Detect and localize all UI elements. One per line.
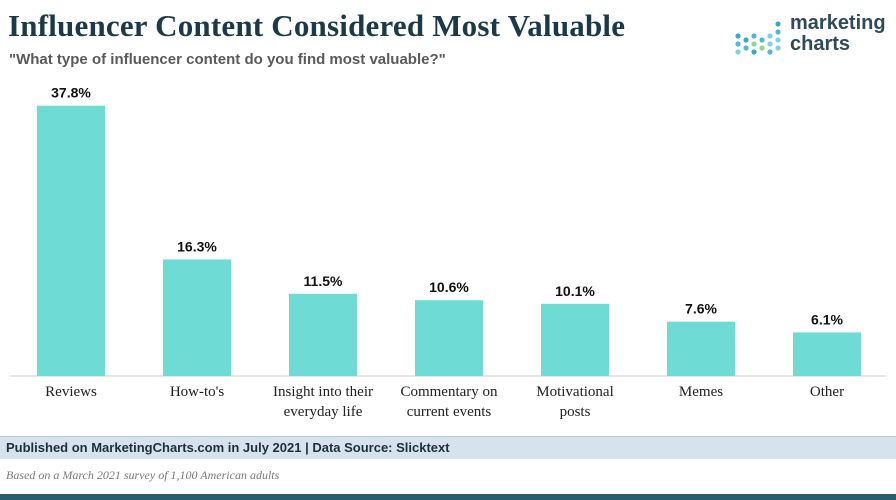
category-label: Commentary on bbox=[400, 384, 498, 400]
logo-dot bbox=[751, 49, 757, 55]
category-label: How-to's bbox=[170, 384, 225, 400]
chart-subtitle: "What type of influencer content do you … bbox=[9, 51, 446, 68]
logo-dot bbox=[775, 29, 781, 35]
footer-note: Based on a March 2021 survey of 1,100 Am… bbox=[6, 468, 280, 482]
category-label: everyday life bbox=[284, 404, 363, 420]
logo-dot bbox=[775, 45, 781, 51]
logo-dot bbox=[751, 41, 757, 47]
bar bbox=[793, 332, 861, 376]
category-label: Insight into their bbox=[273, 384, 373, 400]
logo-dot bbox=[735, 33, 741, 39]
logo-dot bbox=[735, 41, 741, 47]
logo-dot bbox=[767, 49, 773, 55]
bar bbox=[415, 300, 483, 376]
logo-line-2: charts bbox=[790, 33, 851, 55]
marketingcharts-logo: marketing charts bbox=[734, 12, 886, 58]
logo-dot bbox=[743, 37, 749, 43]
logo-dot bbox=[775, 21, 781, 27]
category-label: Other bbox=[810, 384, 844, 400]
logo-text: marketing charts bbox=[790, 13, 886, 55]
bar-chart: 37.8% Reviews 16.3% How-to's 11.5% Insight in… bbox=[10, 85, 886, 420]
logo-dot bbox=[759, 37, 765, 43]
logo-dot bbox=[767, 33, 773, 39]
logo-dot bbox=[775, 37, 781, 43]
footer-published: Published on MarketingCharts.com in July… bbox=[6, 440, 450, 455]
category-label: Reviews bbox=[45, 384, 97, 400]
logo-dot bbox=[743, 45, 749, 51]
category-label: posts bbox=[560, 404, 591, 420]
logo-dot bbox=[735, 49, 741, 55]
logo-dot bbox=[759, 45, 765, 51]
category-label: Motivational bbox=[536, 384, 614, 400]
category-label: current events bbox=[407, 404, 492, 420]
bar-value-label: 16.3% bbox=[177, 238, 217, 254]
bar bbox=[667, 321, 735, 376]
bar bbox=[163, 259, 231, 376]
category-label: Memes bbox=[679, 384, 723, 400]
bar-value-label: 10.1% bbox=[555, 283, 595, 299]
bar bbox=[37, 105, 105, 376]
bar-value-label: 7.6% bbox=[685, 301, 717, 317]
logo-dot bbox=[767, 41, 773, 47]
bar bbox=[541, 303, 609, 376]
bar-value-label: 10.6% bbox=[429, 279, 469, 295]
logo-dots-icon bbox=[735, 21, 781, 55]
chart-title: Influencer Content Considered Most Valua… bbox=[8, 8, 626, 43]
bar bbox=[289, 293, 357, 376]
logo-line-1: marketing bbox=[790, 12, 886, 34]
bottom-rule bbox=[0, 494, 896, 500]
logo-dot bbox=[751, 33, 757, 39]
bar-value-label: 6.1% bbox=[811, 311, 843, 327]
bar-value-label: 11.5% bbox=[304, 273, 343, 289]
bar-value-label: 37.8% bbox=[51, 85, 91, 101]
footer-band bbox=[0, 436, 896, 459]
